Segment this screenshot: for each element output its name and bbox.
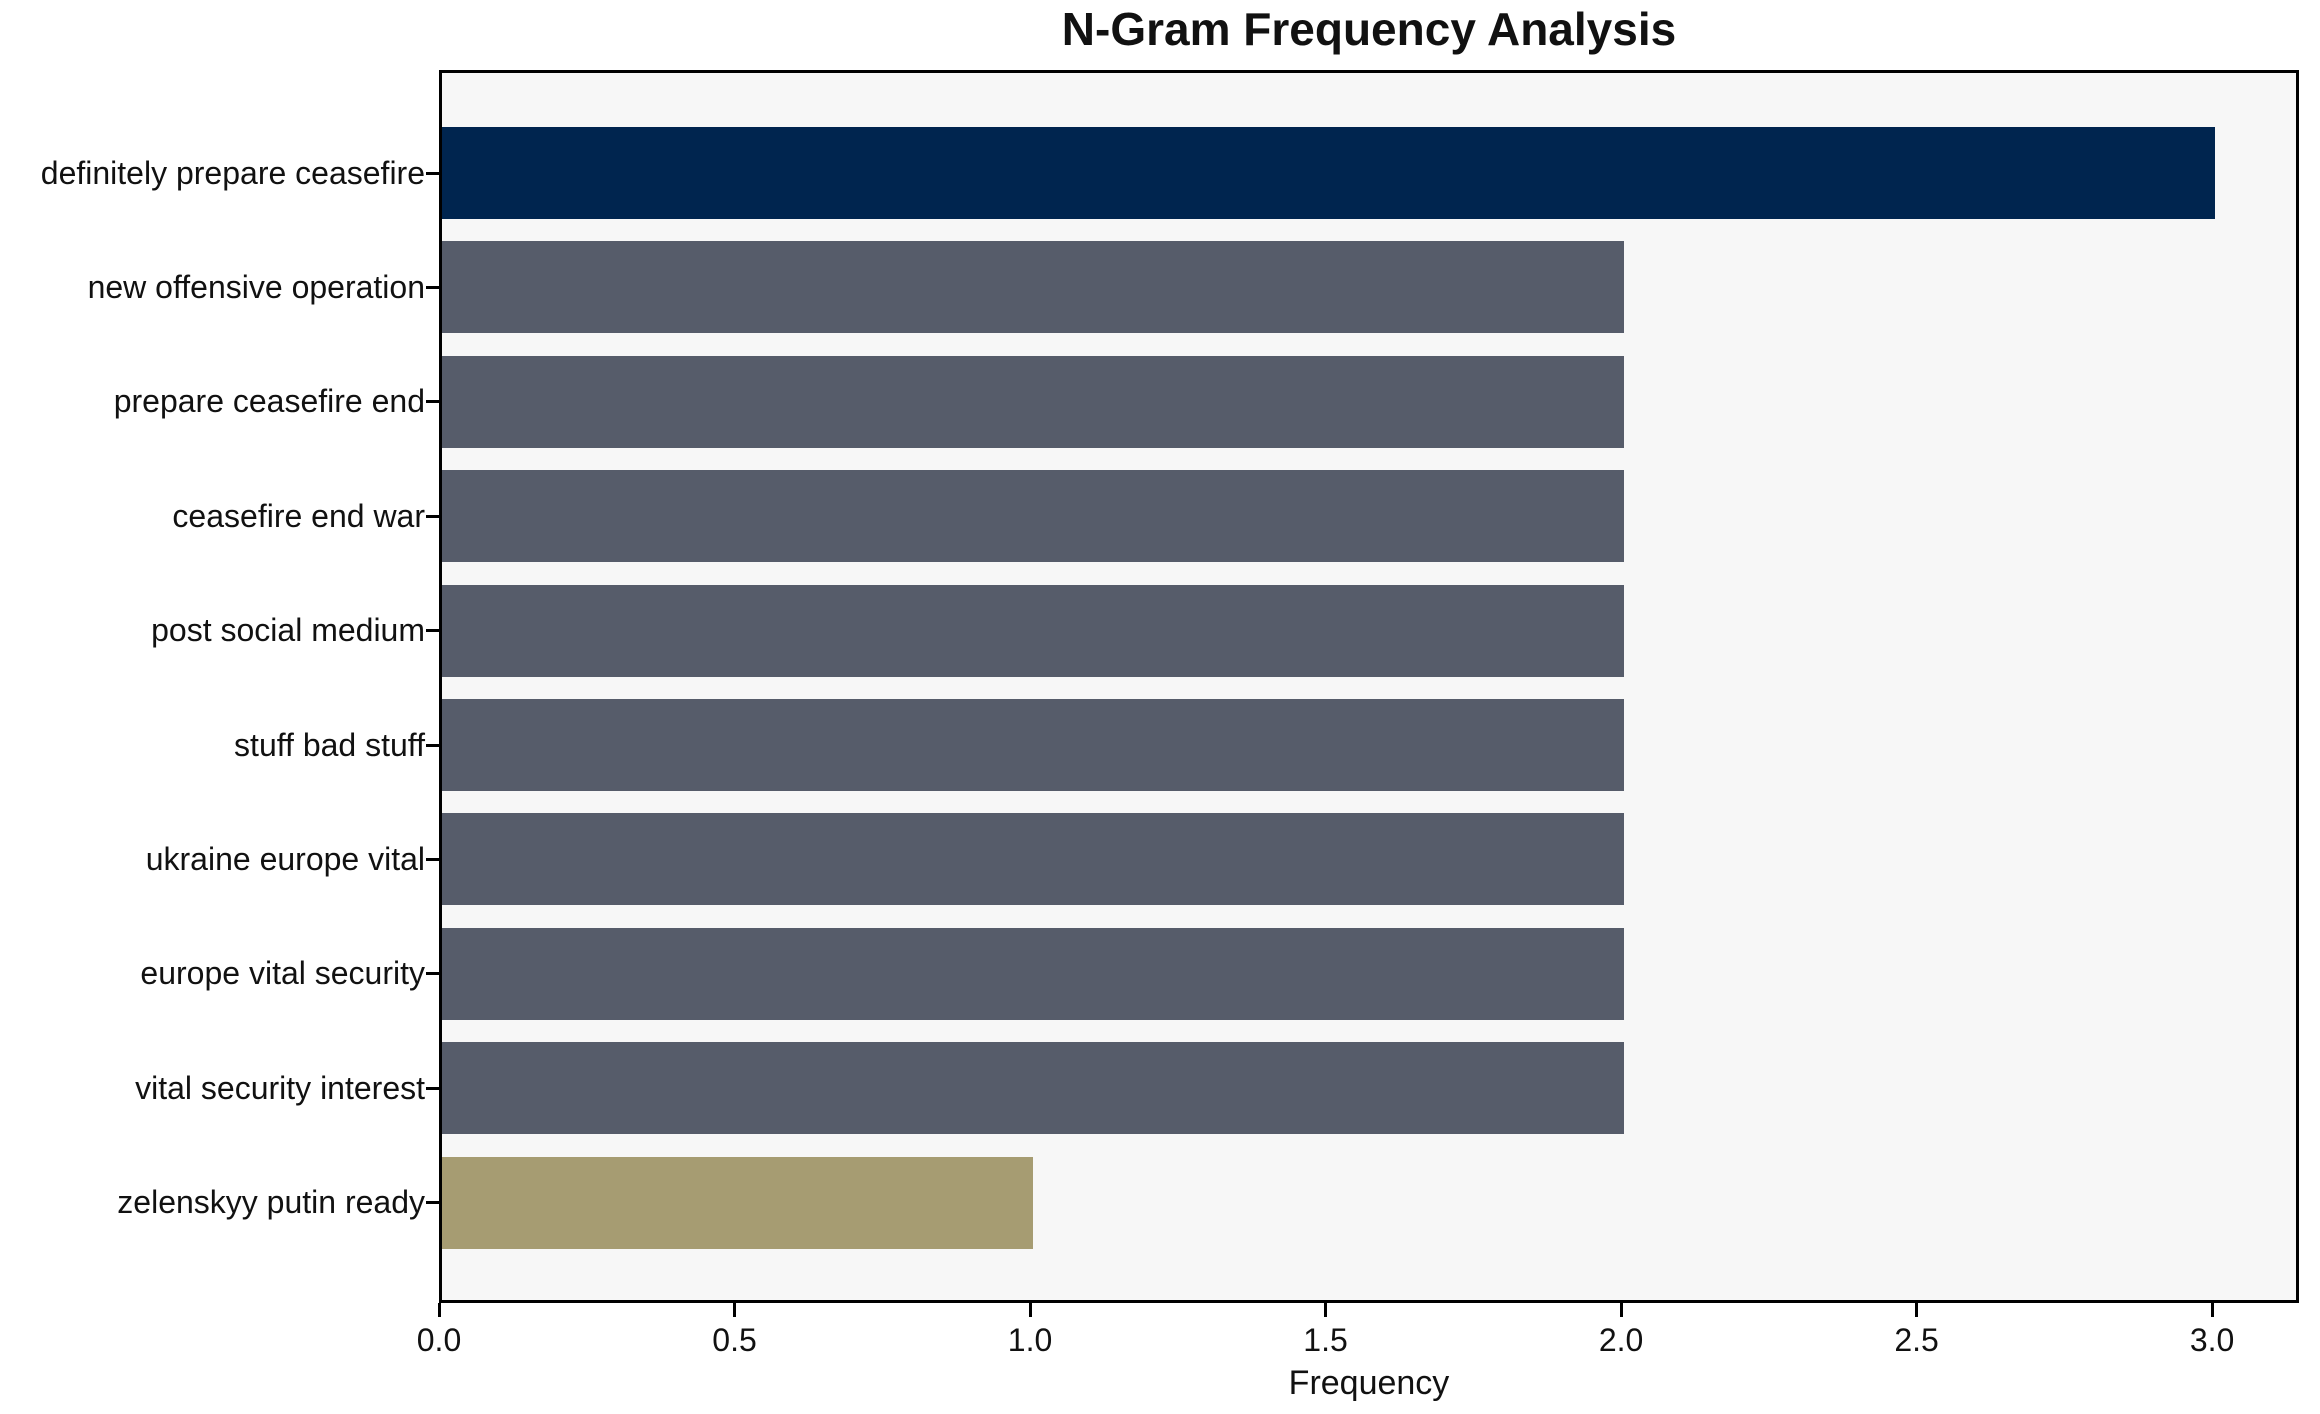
bar-ceasefire-end-war — [442, 470, 1625, 563]
y-tick-mark — [426, 629, 439, 633]
x-tick-label: 3.0 — [2189, 1322, 2235, 1358]
x-tick-mark — [733, 1303, 737, 1317]
x-tick-label: 0.5 — [712, 1322, 757, 1358]
bar-new-offensive-operation — [442, 241, 1625, 334]
y-tick-label: new offensive operation — [87, 268, 425, 305]
y-tick-label: vital security interest — [135, 1069, 425, 1106]
y-tick-label: zelenskyy putin ready — [117, 1184, 425, 1221]
bar-ukraine-europe-vital — [442, 813, 1625, 906]
x-tick-label: 0.0 — [416, 1322, 462, 1358]
bar-zelenskyy-putin-ready — [442, 1156, 1034, 1249]
bar-stuff-bad-stuff — [442, 699, 1625, 791]
y-tick-label: prepare ceasefire end — [113, 383, 425, 420]
chart-title: N-Gram Frequency Analysis — [1061, 3, 1677, 55]
y-tick-mark — [426, 857, 439, 861]
y-tick-label: ceasefire end war — [172, 497, 425, 534]
x-tick-label: 2.5 — [1894, 1322, 1939, 1358]
bar-europe-vital-security — [442, 927, 1625, 1020]
bar-post-social-medium — [442, 584, 1625, 677]
y-tick-mark — [426, 171, 439, 175]
y-tick-mark — [426, 1086, 439, 1090]
x-tick-mark — [1028, 1303, 1032, 1317]
y-tick-mark — [426, 285, 439, 289]
x-tick-label: 1.5 — [1303, 1322, 1348, 1358]
x-tick-mark — [437, 1303, 441, 1317]
y-tick-label: ukraine europe vital — [145, 840, 425, 877]
bar-prepare-ceasefire-end — [442, 355, 1625, 448]
y-tick-label: definitely prepare ceasefire — [40, 154, 425, 191]
x-axis-label: Frequency — [1288, 1364, 1450, 1402]
x-tick-label: 2.0 — [1598, 1322, 1644, 1358]
x-tick-mark — [2210, 1303, 2214, 1317]
y-tick-mark — [426, 743, 439, 747]
bar-vital-security-interest — [442, 1042, 1625, 1135]
x-tick-label: 1.0 — [1007, 1322, 1053, 1358]
y-tick-mark — [426, 514, 439, 518]
x-tick-mark — [1619, 1303, 1623, 1317]
x-tick-mark — [1324, 1303, 1328, 1317]
y-tick-mark — [426, 972, 439, 976]
plot-area — [439, 70, 2299, 1303]
y-tick-mark — [426, 400, 439, 404]
bar-definitely-prepare-ceasefire — [442, 127, 2216, 219]
y-tick-label: stuff bad stuff — [234, 726, 425, 763]
y-tick-mark — [426, 1201, 439, 1205]
x-tick-mark — [1915, 1303, 1919, 1317]
y-tick-label: europe vital security — [140, 955, 425, 992]
y-tick-label: post social medium — [151, 612, 425, 649]
